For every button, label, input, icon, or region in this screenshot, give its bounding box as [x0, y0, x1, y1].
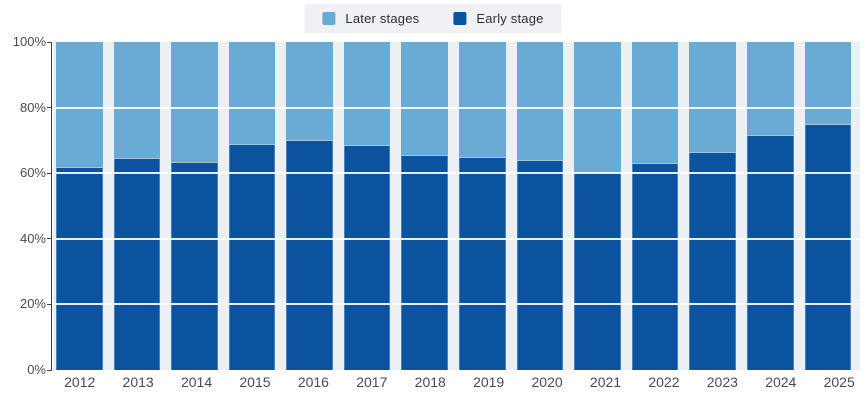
x-axis-label-2015: 2015	[239, 374, 271, 390]
x-axis-label-2017: 2017	[356, 374, 388, 390]
bar-segment-later-stages-2015[interactable]	[228, 42, 276, 144]
x-axis: 2012 2013 2014 2015 2016 2017 2018 2019 2020 2021…	[53, 373, 866, 393]
bar-segment-early-stage-2022[interactable]	[631, 163, 679, 370]
x-axis-label-2025: 2025	[823, 374, 855, 390]
x-axis-label-2019: 2019	[473, 374, 505, 390]
y-axis-tick-mark	[47, 238, 51, 240]
bar-segment-early-stage-2017[interactable]	[343, 145, 391, 370]
bar-segment-later-stages-2013[interactable]	[113, 42, 161, 159]
bar-segment-later-stages-2014[interactable]	[171, 42, 218, 162]
bars-container	[53, 42, 860, 370]
x-axis-label-2021: 2021	[589, 374, 622, 390]
bar-segment-later-stages-2019[interactable]	[459, 42, 506, 157]
y-axis-label: 80%	[19, 99, 46, 115]
gridline-40	[53, 237, 860, 240]
y-axis-label: 40%	[19, 230, 46, 246]
bar-segment-later-stages-2022[interactable]	[631, 42, 679, 164]
bar-2018[interactable]	[401, 42, 449, 370]
bar-2019[interactable]	[459, 42, 506, 370]
bar-2020[interactable]	[516, 42, 564, 370]
bar-segment-early-stage-2024[interactable]	[746, 135, 794, 370]
x-axis-label-2022: 2022	[648, 374, 680, 390]
bar-segment-early-stage-2013[interactable]	[113, 158, 161, 370]
x-axis-label-2013: 2013	[122, 374, 154, 390]
bar-segment-early-stage-2025[interactable]	[804, 124, 852, 370]
legend-item-label: Later stages	[345, 11, 420, 26]
bar-segment-later-stages-2025[interactable]	[804, 42, 852, 124]
bar-segment-later-stages-2023[interactable]	[689, 42, 736, 152]
y-axis-tick-mark	[47, 369, 51, 371]
bar-2013[interactable]	[113, 42, 161, 370]
bar-segment-early-stage-2012[interactable]	[56, 166, 103, 370]
chart-legend: Later stages Early stage	[304, 4, 562, 33]
bar-segment-later-stages-2020[interactable]	[516, 42, 564, 161]
bar-2021[interactable]	[574, 42, 621, 370]
bar-2023[interactable]	[689, 42, 736, 370]
y-axis-ticks	[47, 41, 51, 371]
x-axis-label-2023: 2023	[706, 374, 738, 390]
bar-segment-early-stage-2023[interactable]	[689, 151, 736, 370]
legend-item-early-stage[interactable]: Early stage	[453, 11, 543, 26]
y-axis-label: 20%	[19, 296, 46, 312]
gridline-60	[53, 172, 860, 175]
y-axis-tick-mark	[47, 41, 51, 43]
y-axis-label: 60%	[19, 165, 46, 181]
bar-segment-later-stages-2024[interactable]	[746, 42, 794, 136]
y-axis: 0% 20% 40% 60% 80% 100%	[0, 35, 46, 377]
bar-segment-later-stages-2017[interactable]	[343, 42, 391, 146]
legend-swatch-icon	[322, 12, 336, 25]
bar-segment-early-stage-2018[interactable]	[401, 155, 449, 370]
plot-area	[53, 42, 860, 370]
x-axis-label-2014: 2014	[180, 374, 213, 390]
bar-segment-early-stage-2014[interactable]	[171, 161, 218, 370]
bar-2015[interactable]	[228, 42, 276, 370]
bar-segment-early-stage-2021[interactable]	[574, 171, 621, 370]
bar-2017[interactable]	[343, 42, 391, 370]
x-axis-label-2012: 2012	[64, 374, 96, 390]
y-axis-label: 100%	[12, 34, 46, 49]
bar-2014[interactable]	[171, 42, 218, 370]
bar-segment-later-stages-2012[interactable]	[56, 42, 103, 167]
bar-2012[interactable]	[56, 42, 103, 370]
y-axis-label: 0%	[27, 362, 46, 377]
y-axis-tick-mark	[47, 303, 51, 305]
gridline-20	[53, 303, 860, 306]
y-axis-line	[51, 42, 52, 371]
gridline-80	[53, 106, 860, 109]
y-axis-tick-mark	[47, 172, 51, 174]
legend-swatch-icon	[453, 12, 467, 25]
legend-item-label: Early stage	[476, 11, 544, 26]
x-axis-label-2018: 2018	[414, 374, 446, 390]
bar-2022[interactable]	[631, 42, 679, 370]
bar-2024[interactable]	[746, 42, 794, 370]
bar-segment-early-stage-2020[interactable]	[516, 160, 564, 370]
bar-2025[interactable]	[804, 42, 852, 370]
bar-segment-early-stage-2016[interactable]	[286, 140, 333, 370]
bar-segment-later-stages-2018[interactable]	[401, 42, 449, 156]
x-axis-label-2020: 2020	[531, 374, 563, 390]
x-axis-label-2024: 2024	[765, 374, 797, 390]
bar-segment-early-stage-2019[interactable]	[459, 156, 506, 370]
bar-segment-early-stage-2015[interactable]	[228, 143, 276, 370]
bar-2016[interactable]	[286, 42, 333, 370]
legend-item-later-stages[interactable]: Later stages	[322, 11, 419, 26]
y-axis-tick-mark	[47, 107, 51, 109]
bar-segment-later-stages-2016[interactable]	[286, 42, 333, 141]
x-axis-label-2016: 2016	[297, 374, 329, 390]
